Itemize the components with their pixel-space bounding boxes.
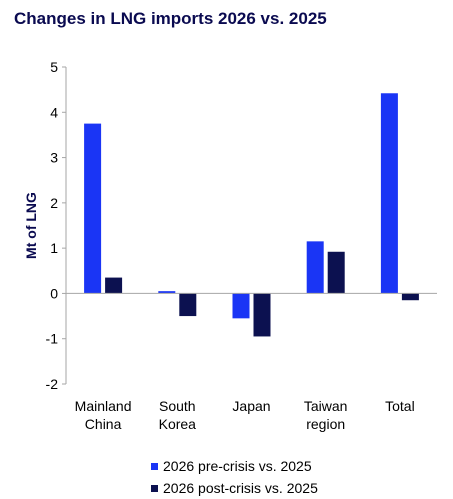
legend-swatch-pre-crisis xyxy=(151,462,158,470)
y-tick-label: 2 xyxy=(50,195,58,211)
bar-pre-crisis xyxy=(380,93,398,294)
y-tick-label: 0 xyxy=(50,285,58,301)
bar-post-crisis xyxy=(327,251,345,294)
legend: 2026 pre-crisis vs. 2025 2026 post-crisi… xyxy=(151,455,318,499)
x-category-label: South xyxy=(159,398,196,414)
legend-item-pre-crisis: 2026 pre-crisis vs. 2025 xyxy=(151,455,318,477)
legend-label-pre-crisis: 2026 pre-crisis vs. 2025 xyxy=(163,458,312,474)
x-category-label: Taiwan xyxy=(304,398,348,414)
legend-label-post-crisis: 2026 post-crisis vs. 2025 xyxy=(163,480,318,496)
bar-post-crisis xyxy=(179,293,197,317)
y-tick-label: -1 xyxy=(46,331,59,347)
y-tick-label: 1 xyxy=(50,240,58,256)
x-category-label: China xyxy=(85,416,122,432)
y-tick-label: -2 xyxy=(46,376,59,392)
legend-swatch-post-crisis xyxy=(151,484,158,492)
bar-pre-crisis xyxy=(158,291,176,294)
y-tick-label: 5 xyxy=(50,59,58,75)
x-category-label: Japan xyxy=(232,398,270,414)
bar-pre-crisis xyxy=(306,241,324,294)
y-tick-label: 3 xyxy=(50,150,58,166)
bar-pre-crisis xyxy=(84,123,102,294)
bar-post-crisis xyxy=(253,293,271,337)
legend-item-post-crisis: 2026 post-crisis vs. 2025 xyxy=(151,477,318,499)
x-category-label: region xyxy=(306,416,345,432)
bar-post-crisis xyxy=(401,293,419,301)
x-category-label: Korea xyxy=(159,416,197,432)
y-axis-title: Mt of LNG xyxy=(23,192,39,259)
x-category-label: Mainland xyxy=(75,398,132,414)
bar-post-crisis xyxy=(105,277,123,294)
y-tick-label: 4 xyxy=(50,104,58,120)
bar-pre-crisis xyxy=(232,293,250,319)
chart-title: Changes in LNG imports 2026 vs. 2025 xyxy=(14,9,327,28)
x-category-label: Total xyxy=(385,398,415,414)
